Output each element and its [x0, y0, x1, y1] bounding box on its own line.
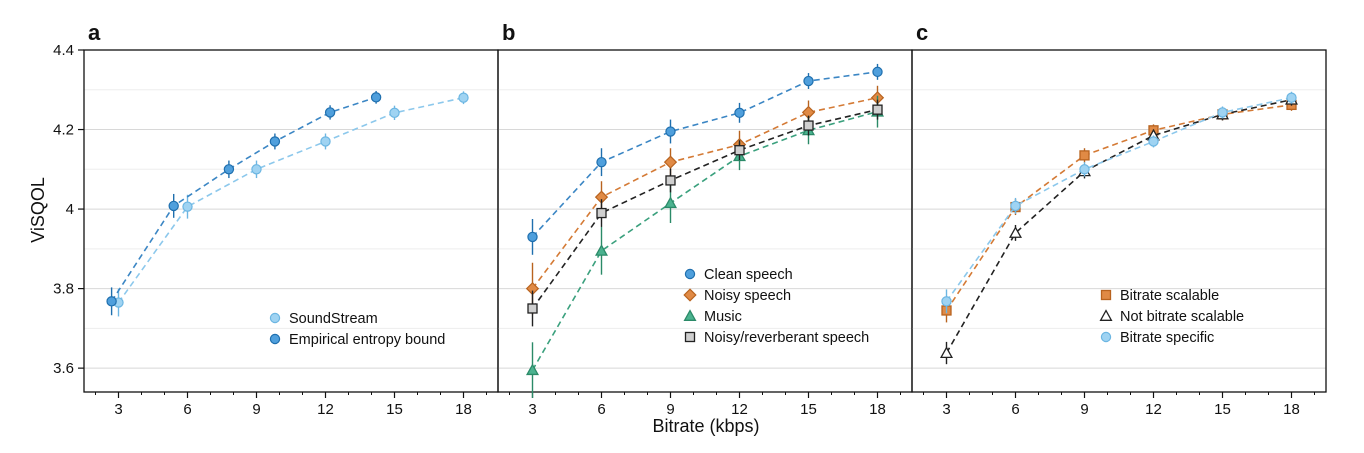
data-point [389, 107, 400, 119]
x-tick-label: 9 [1080, 401, 1088, 418]
x-tick-label: 3 [528, 401, 536, 418]
x-tick-label: 15 [1214, 401, 1231, 418]
legend-marker [683, 288, 697, 302]
legend-marker [1100, 289, 1112, 301]
legend-label: SoundStream [289, 311, 378, 327]
data-point [596, 207, 607, 219]
x-tick-label: 9 [252, 401, 260, 418]
series-line [531, 110, 878, 371]
x-axis-title: Bitrate (kbps) [652, 416, 759, 436]
x-tick-label: 12 [1145, 401, 1162, 418]
data-point [370, 92, 382, 103]
legend-marker [684, 331, 696, 343]
data-point [525, 363, 540, 376]
data-point [872, 104, 883, 115]
data-point [803, 75, 814, 87]
legend-marker [269, 333, 281, 345]
data-point [168, 200, 179, 212]
y-tick-label: 3.8 [53, 281, 74, 298]
data-point [182, 201, 193, 212]
data-point [1008, 226, 1023, 238]
x-tick-label: 18 [869, 401, 886, 418]
data-point [596, 156, 607, 168]
panel-letter: c [916, 20, 928, 45]
x-tick-label: 6 [597, 401, 605, 418]
data-point [1217, 107, 1228, 118]
data-point [803, 120, 814, 131]
x-tick-label: 12 [317, 401, 334, 418]
series-line [531, 71, 878, 238]
x-tick-label: 15 [386, 401, 403, 418]
series-line [110, 96, 377, 302]
data-point [939, 346, 954, 358]
legend-marker [684, 268, 696, 280]
data-point [1079, 164, 1090, 175]
data-point [527, 303, 538, 314]
series-line [117, 96, 464, 303]
data-point [734, 145, 745, 156]
data-point [106, 296, 117, 307]
x-tick-label: 9 [666, 401, 674, 418]
legend-marker [1100, 331, 1112, 343]
y-tick-label: 3.6 [53, 360, 74, 377]
y-tick-label: 4 [66, 201, 74, 218]
x-tick-label: 3 [942, 401, 950, 418]
x-tick-label: 18 [1283, 401, 1300, 418]
legend-marker [1099, 309, 1113, 321]
data-point [1286, 92, 1297, 103]
y-tick-label: 4.4 [53, 42, 74, 59]
series-line [945, 98, 1292, 354]
series-line [945, 96, 1292, 302]
data-point [324, 107, 336, 118]
data-point [872, 66, 883, 78]
panel-c: 3 6 9 12 15 18 c Bitrate scalable Not bitrate sc… [911, 20, 1327, 418]
data-point [665, 175, 676, 186]
x-tick-label: 6 [183, 401, 191, 418]
legend-label: Clean speech [704, 267, 793, 283]
data-point [1079, 150, 1090, 161]
data-point [269, 136, 281, 147]
data-point [1148, 136, 1159, 147]
data-point [941, 296, 952, 307]
legend-label: Noisy speech [704, 288, 791, 304]
series-line [531, 108, 878, 309]
legend-label: Bitrate scalable [1120, 288, 1219, 304]
legend-label: Music [704, 309, 742, 325]
x-tick-label: 6 [1011, 401, 1019, 418]
plot-frame [911, 49, 1327, 393]
x-tick-label: 12 [731, 401, 748, 418]
data-point [665, 126, 676, 137]
x-tick-label: 18 [455, 401, 472, 418]
data-point [223, 164, 235, 175]
data-point [663, 155, 678, 169]
panel-letter: a [88, 20, 101, 45]
panel-letter: b [502, 20, 515, 45]
panel-a: 3 6 9 12 15 18 3.6 3.8 4 4.2 4.4 a SoundStream Empiri… [53, 20, 499, 418]
legend-label: Not bitrate scalable [1120, 309, 1244, 325]
y-tick-label: 4.2 [53, 122, 74, 139]
legend-marker [269, 312, 281, 324]
x-tick-label: 3 [114, 401, 122, 418]
y-axis-title: ViSQOL [28, 177, 48, 243]
legend-label: Empirical entropy bound [289, 332, 445, 348]
panel-b: 3 6 9 12 15 18 b Clean speech Noisy speech Music N… [497, 20, 913, 418]
data-point [594, 244, 609, 256]
data-point [251, 164, 262, 175]
data-point [458, 92, 469, 103]
data-point [734, 107, 745, 119]
x-tick-label: 15 [800, 401, 817, 418]
legend-marker [683, 309, 697, 321]
series-line [945, 104, 1292, 311]
series-line [531, 96, 878, 290]
data-point [1010, 200, 1021, 212]
data-point [527, 231, 538, 243]
legend-label: Noisy/reverberant speech [704, 330, 869, 346]
legend-label: Bitrate specific [1120, 330, 1214, 346]
data-point [663, 196, 678, 209]
data-point [320, 136, 331, 147]
